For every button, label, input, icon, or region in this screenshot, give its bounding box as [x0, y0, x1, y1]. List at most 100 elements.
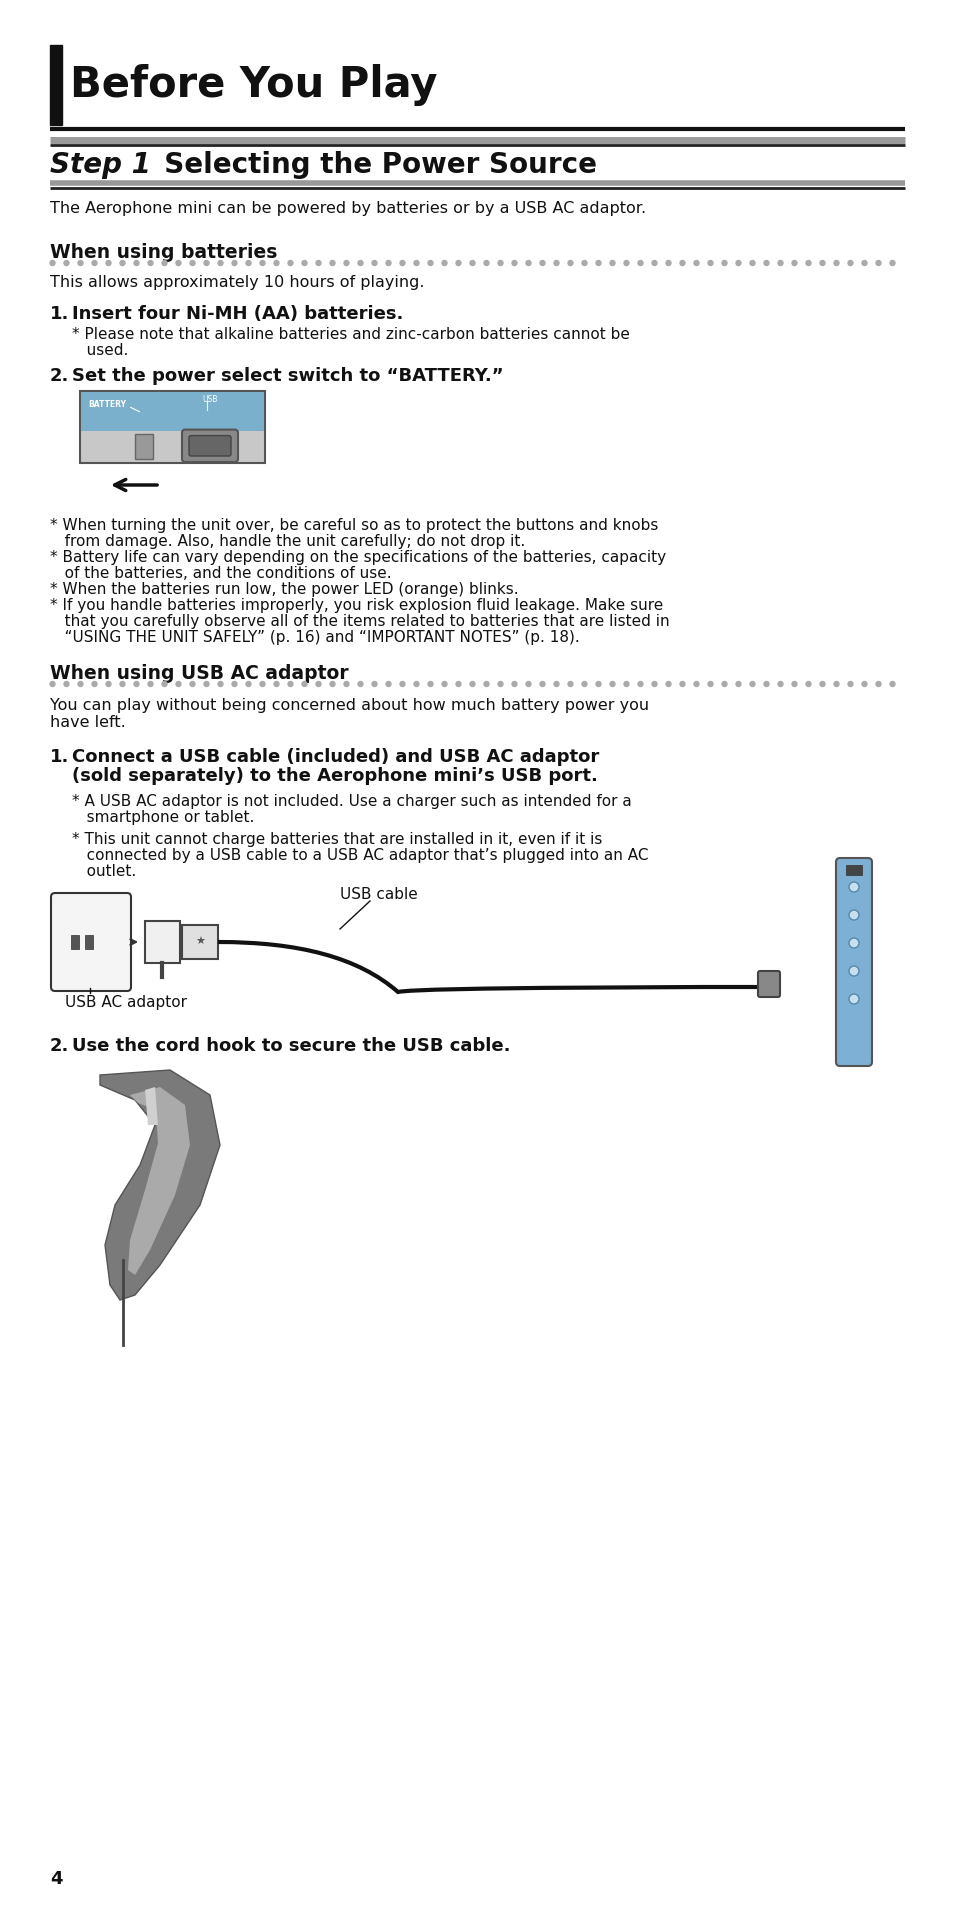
Circle shape [889, 682, 894, 687]
Circle shape [693, 682, 699, 687]
Circle shape [596, 682, 600, 687]
Text: When using batteries: When using batteries [50, 242, 277, 262]
Circle shape [735, 260, 740, 265]
Circle shape [735, 682, 740, 687]
Text: * Please note that alkaline batteries and zinc-carbon batteries cannot be: * Please note that alkaline batteries an… [71, 326, 629, 342]
Circle shape [106, 260, 111, 265]
Circle shape [581, 260, 586, 265]
Text: ★: ★ [194, 937, 205, 947]
Circle shape [315, 682, 320, 687]
Circle shape [344, 682, 349, 687]
Text: USB cable: USB cable [339, 888, 417, 901]
Circle shape [428, 682, 433, 687]
Circle shape [791, 260, 796, 265]
Circle shape [721, 260, 726, 265]
Circle shape [875, 260, 880, 265]
Circle shape [78, 682, 83, 687]
Text: * When turning the unit over, be careful so as to protect the buttons and knobs: * When turning the unit over, be careful… [50, 517, 658, 533]
Circle shape [456, 682, 460, 687]
Circle shape [778, 682, 782, 687]
Circle shape [106, 682, 111, 687]
Text: used.: used. [71, 344, 129, 359]
Text: Set the power select switch to “BATTERY.”: Set the power select switch to “BATTERY.… [71, 367, 503, 386]
Circle shape [805, 682, 810, 687]
Polygon shape [128, 1086, 190, 1275]
Bar [85, 935, 92, 949]
Circle shape [246, 682, 251, 687]
Circle shape [414, 682, 418, 687]
Circle shape [330, 260, 335, 265]
Circle shape [386, 260, 391, 265]
Text: that you carefully observe all of the items related to batteries that are listed: that you carefully observe all of the it… [50, 615, 669, 628]
Text: have left.: have left. [50, 716, 126, 729]
Circle shape [693, 260, 699, 265]
Circle shape [778, 260, 782, 265]
Circle shape [372, 260, 376, 265]
Circle shape [399, 682, 405, 687]
Text: Step 1: Step 1 [50, 151, 151, 179]
FancyBboxPatch shape [835, 857, 871, 1065]
Text: 4: 4 [50, 1871, 63, 1888]
Circle shape [539, 260, 544, 265]
Circle shape [330, 682, 335, 687]
Circle shape [848, 937, 858, 949]
Circle shape [483, 682, 489, 687]
Circle shape [386, 682, 391, 687]
Circle shape [204, 682, 209, 687]
Circle shape [64, 260, 69, 265]
Circle shape [274, 260, 278, 265]
Circle shape [791, 682, 796, 687]
Circle shape [470, 682, 475, 687]
Circle shape [162, 682, 167, 687]
Circle shape [679, 682, 684, 687]
Circle shape [609, 260, 615, 265]
Circle shape [260, 682, 265, 687]
Circle shape [315, 260, 320, 265]
Text: Before You Play: Before You Play [70, 65, 437, 107]
Circle shape [246, 260, 251, 265]
Circle shape [805, 260, 810, 265]
Text: “USING THE UNIT SAFELY” (p. 16) and “IMPORTANT NOTES” (p. 18).: “USING THE UNIT SAFELY” (p. 16) and “IMP… [50, 630, 579, 645]
Bar [182, 926, 218, 958]
Circle shape [889, 260, 894, 265]
Circle shape [441, 682, 447, 687]
Circle shape [497, 682, 502, 687]
Circle shape [302, 682, 307, 687]
Circle shape [91, 260, 97, 265]
FancyBboxPatch shape [189, 435, 231, 456]
Circle shape [175, 260, 181, 265]
Circle shape [218, 260, 223, 265]
Circle shape [148, 682, 152, 687]
Circle shape [456, 260, 460, 265]
FancyBboxPatch shape [758, 972, 780, 996]
Polygon shape [145, 1086, 158, 1124]
Text: USB: USB [202, 395, 217, 405]
Circle shape [707, 260, 712, 265]
Text: 1.: 1. [50, 748, 70, 766]
Circle shape [862, 682, 866, 687]
Circle shape [609, 682, 615, 687]
Circle shape [162, 260, 167, 265]
Circle shape [175, 682, 181, 687]
Circle shape [204, 260, 209, 265]
Circle shape [847, 260, 852, 265]
Circle shape [512, 260, 517, 265]
Circle shape [64, 682, 69, 687]
Circle shape [833, 260, 838, 265]
Text: 1.: 1. [50, 305, 70, 323]
Circle shape [763, 682, 768, 687]
Circle shape [357, 682, 363, 687]
Circle shape [470, 260, 475, 265]
Circle shape [344, 260, 349, 265]
Circle shape [833, 682, 838, 687]
Text: from damage. Also, handle the unit carefully; do not drop it.: from damage. Also, handle the unit caref… [50, 535, 525, 550]
Text: BATTERY: BATTERY [88, 401, 126, 409]
Text: * Battery life can vary depending on the specifications of the batteries, capaci: * Battery life can vary depending on the… [50, 550, 665, 565]
Circle shape [288, 260, 293, 265]
Circle shape [763, 260, 768, 265]
Circle shape [218, 682, 223, 687]
Bar [135, 433, 152, 458]
Circle shape [133, 682, 139, 687]
Circle shape [665, 260, 670, 265]
Circle shape [232, 682, 236, 687]
